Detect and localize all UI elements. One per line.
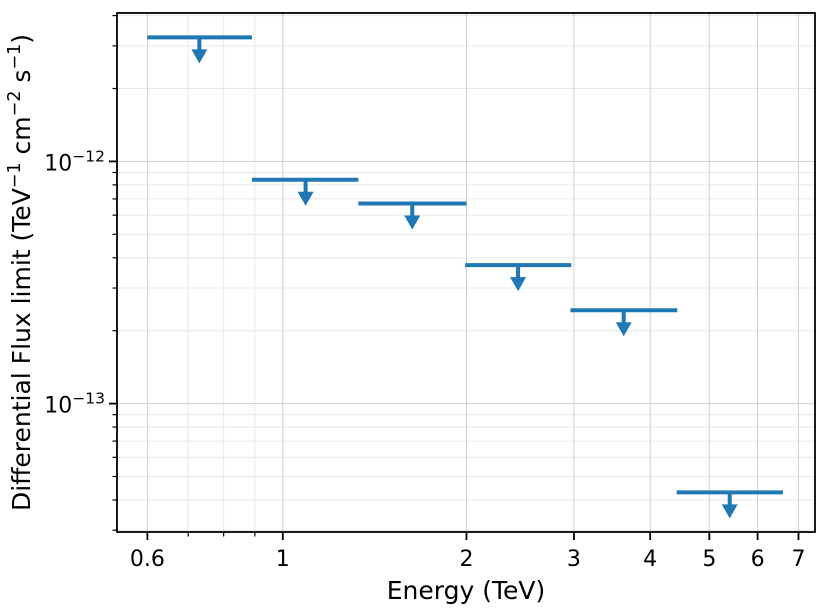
y-axis-label: Differential Flux limit (TeV−1 cm−2 s−1): [5, 34, 36, 511]
x-tick-label: 2: [459, 547, 473, 572]
x-tick-label: 6: [751, 547, 765, 572]
upper-limit-point: [251, 177, 359, 206]
upper-limit-point: [465, 263, 572, 292]
upper-limit-point: [147, 35, 252, 64]
arrow-head-icon: [404, 215, 421, 230]
major-gridlines: [117, 13, 815, 532]
x-tick-label: 5: [702, 547, 716, 572]
arrow-head-icon: [510, 277, 527, 292]
arrow-head-icon: [297, 191, 314, 206]
upper-limit-point: [358, 201, 467, 230]
y-tick-label: 10−13: [44, 390, 105, 419]
y-tick-label: 10−12: [44, 147, 105, 176]
x-tick-label: 3: [567, 547, 581, 572]
y-tick-labels: 10−12 10−13: [44, 147, 105, 418]
arrow-head-icon: [615, 322, 632, 337]
x-tick-label: 4: [643, 547, 657, 572]
x-tick-labels: 0.6 1 2 3 4 5 6 7: [130, 547, 806, 572]
arrow-head-icon: [721, 504, 738, 519]
arrow-head-icon: [191, 49, 208, 64]
x-axis-label: Energy (TeV): [387, 576, 545, 605]
upper-limit-point: [676, 490, 783, 519]
x-tick-label: 0.6: [130, 547, 165, 572]
axis-ticks: [109, 14, 800, 540]
x-tick-label: 7: [791, 547, 805, 572]
series-differential-flux-upper-limits: [147, 35, 783, 519]
x-tick-label: 1: [276, 547, 290, 572]
upper-limit-point: [570, 308, 678, 337]
